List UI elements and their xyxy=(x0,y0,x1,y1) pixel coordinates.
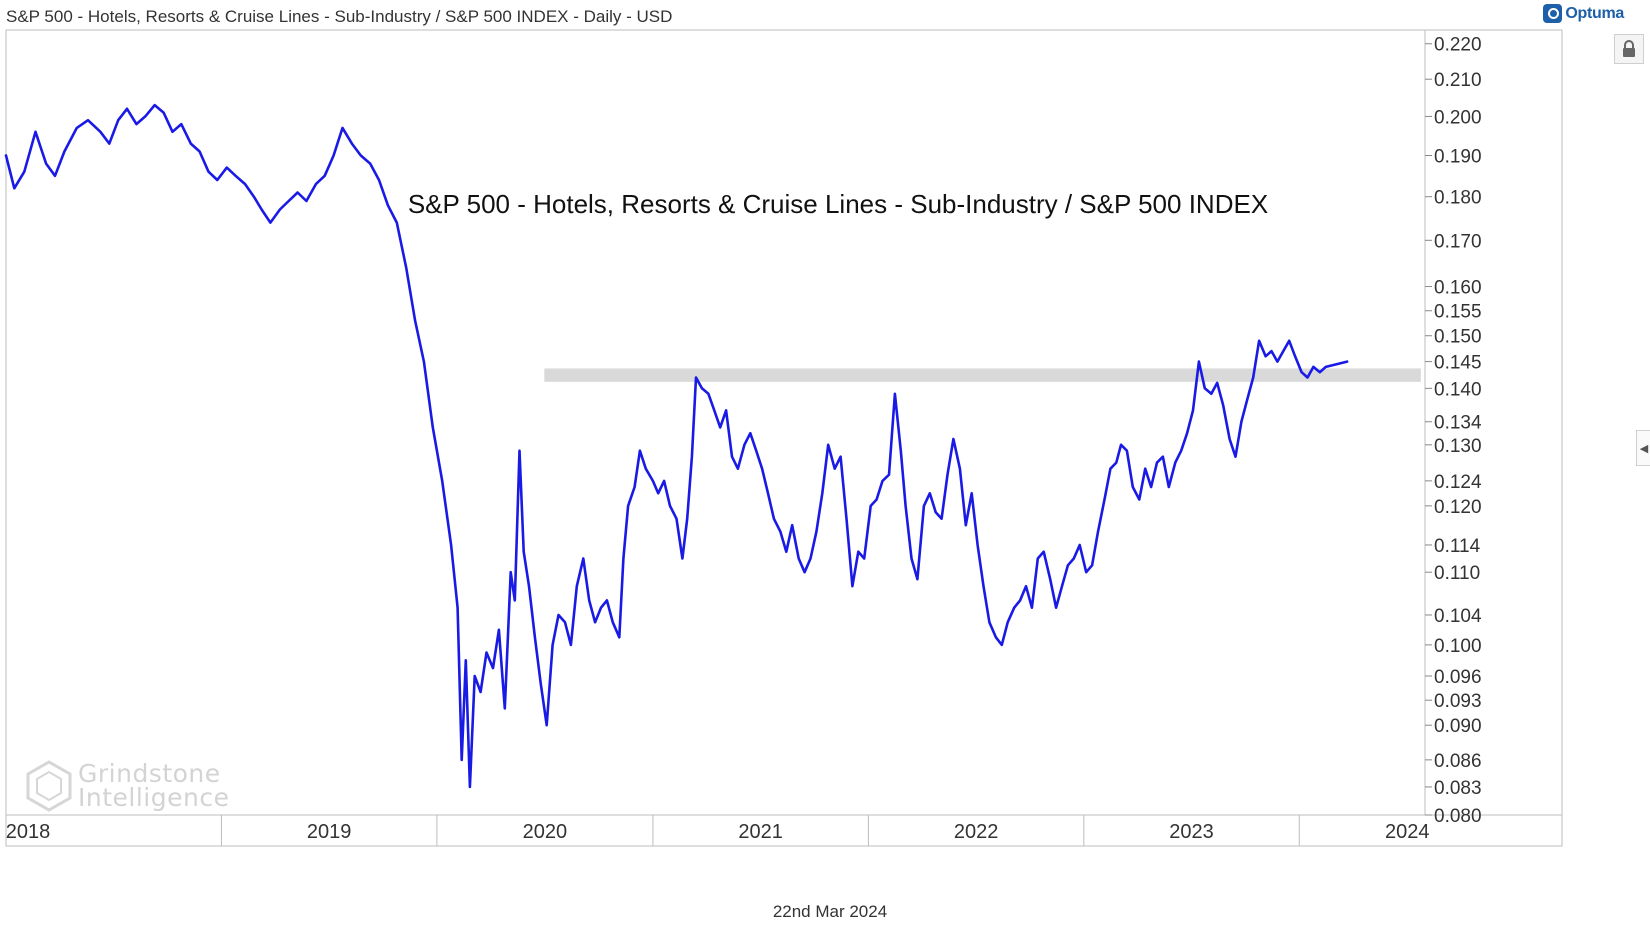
y-tick-label: 0.140 xyxy=(1434,379,1482,400)
brand-name: Optuma xyxy=(1565,4,1624,22)
y-tick-label: 0.210 xyxy=(1434,70,1482,91)
watermark-line1: Grindstone xyxy=(78,759,221,788)
x-tick-label: 2022 xyxy=(954,821,999,843)
optuma-logo-icon xyxy=(1543,4,1563,23)
x-tick-label: 2020 xyxy=(523,821,568,843)
watermark: Grindstone Intelligence xyxy=(26,760,229,812)
x-tick-label: 2024 xyxy=(1385,821,1430,843)
lock-button[interactable] xyxy=(1614,34,1644,64)
y-tick-label: 0.090 xyxy=(1434,716,1482,737)
y-tick-label: 0.170 xyxy=(1434,231,1482,252)
y-tick-label: 0.155 xyxy=(1434,302,1482,323)
y-tick-label: 0.093 xyxy=(1434,691,1482,712)
y-tick-label: 0.100 xyxy=(1434,636,1482,657)
brand-logo: Optuma xyxy=(1543,4,1624,23)
side-panel-toggle[interactable]: ◀ xyxy=(1636,430,1650,466)
y-tick-label: 0.114 xyxy=(1434,536,1481,557)
y-tick-label: 0.180 xyxy=(1434,188,1482,209)
y-tick-label: 0.104 xyxy=(1434,606,1482,627)
y-tick-label: 0.160 xyxy=(1434,278,1482,299)
y-tick-label: 0.083 xyxy=(1434,778,1482,799)
y-tick-label: 0.190 xyxy=(1434,147,1482,168)
chart-header-title: S&P 500 - Hotels, Resorts & Cruise Lines… xyxy=(6,7,673,26)
chart: 0.220 0.210 0.200 0.190 0.180 0.170 0.160 0.155… xyxy=(4,29,1563,847)
resistance-band xyxy=(544,368,1421,382)
y-tick-label: 0.110 xyxy=(1434,563,1480,584)
watermark-line2: Intelligence xyxy=(78,783,230,812)
y-tick-label: 0.150 xyxy=(1434,327,1482,348)
x-tick-label: 2023 xyxy=(1169,821,1214,843)
plot-frame xyxy=(5,29,1563,847)
y-tick-label: 0.096 xyxy=(1434,667,1482,688)
y-tick-label: 0.220 xyxy=(1434,35,1482,56)
footer-date: 22nd Mar 2024 xyxy=(772,902,888,921)
x-tick-label: 2019 xyxy=(307,821,352,843)
y-tick-label: 0.086 xyxy=(1434,751,1482,772)
chevron-left-icon: ◀ xyxy=(1639,442,1649,455)
x-tick-label: 2018 xyxy=(6,821,51,843)
y-tick-label: 0.124 xyxy=(1434,472,1482,493)
ratio-line xyxy=(4,103,1349,789)
y-tick-label: 0.130 xyxy=(1434,436,1482,457)
y-tick-label: 0.145 xyxy=(1434,353,1482,374)
y-tick-label: 0.080 xyxy=(1434,806,1482,827)
chart-title: S&P 500 - Hotels, Resorts & Cruise Lines… xyxy=(408,189,1268,219)
y-tick-label: 0.134 xyxy=(1434,413,1482,434)
y-tick-label: 0.200 xyxy=(1434,107,1482,128)
hexagon-logo-icon xyxy=(26,760,72,812)
y-tick-label: 0.120 xyxy=(1434,497,1482,518)
lock-icon xyxy=(1623,40,1635,57)
x-tick-label: 2021 xyxy=(738,821,783,843)
